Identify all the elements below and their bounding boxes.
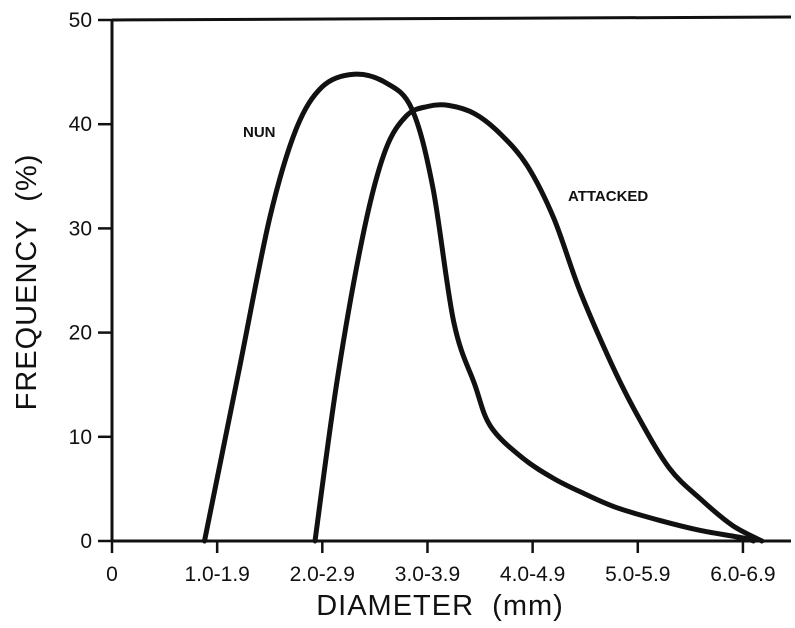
series-line-attacked xyxy=(312,102,765,544)
x-tick-label: 6.0-6.9 xyxy=(710,563,775,586)
x-tick-label: 2.0-2.9 xyxy=(290,563,355,586)
series-line-nun xyxy=(202,71,756,544)
series-label-attacked: ATTACKED xyxy=(568,188,648,205)
x-tick-label: 3.0-3.9 xyxy=(395,563,460,586)
y-axis-title: FREQUENCY (%) xyxy=(11,154,43,411)
x-axis-title: DIAMETER (mm) xyxy=(316,590,564,622)
series xyxy=(202,71,765,544)
y-tick-label: 30 xyxy=(69,217,92,240)
labels: DIAMETER (mm) FREQUENCY (%) NUN ATTACKED xyxy=(11,124,648,622)
y-tick-label: 0 xyxy=(80,530,92,553)
x-tick-label: 5.0-5.9 xyxy=(605,563,670,586)
plot-top-border xyxy=(111,15,792,22)
axes xyxy=(110,15,792,543)
x-tick-label: 0 xyxy=(106,563,118,586)
y-tick-label: 20 xyxy=(69,322,92,345)
y-tick-label: 50 xyxy=(69,9,92,32)
x-tick-label: 4.0-4.9 xyxy=(500,563,565,586)
series-label-nun: NUN xyxy=(243,124,276,141)
y-tick-label: 10 xyxy=(69,426,92,449)
y-tick-label: 40 xyxy=(69,113,92,136)
x-tick-label: 1.0-1.9 xyxy=(184,563,249,586)
ticks: 0 10 20 30 40 50 0 1.0-1.9 2.0-2.9 3.0-3.9 4.0-4.9… xyxy=(69,9,776,586)
